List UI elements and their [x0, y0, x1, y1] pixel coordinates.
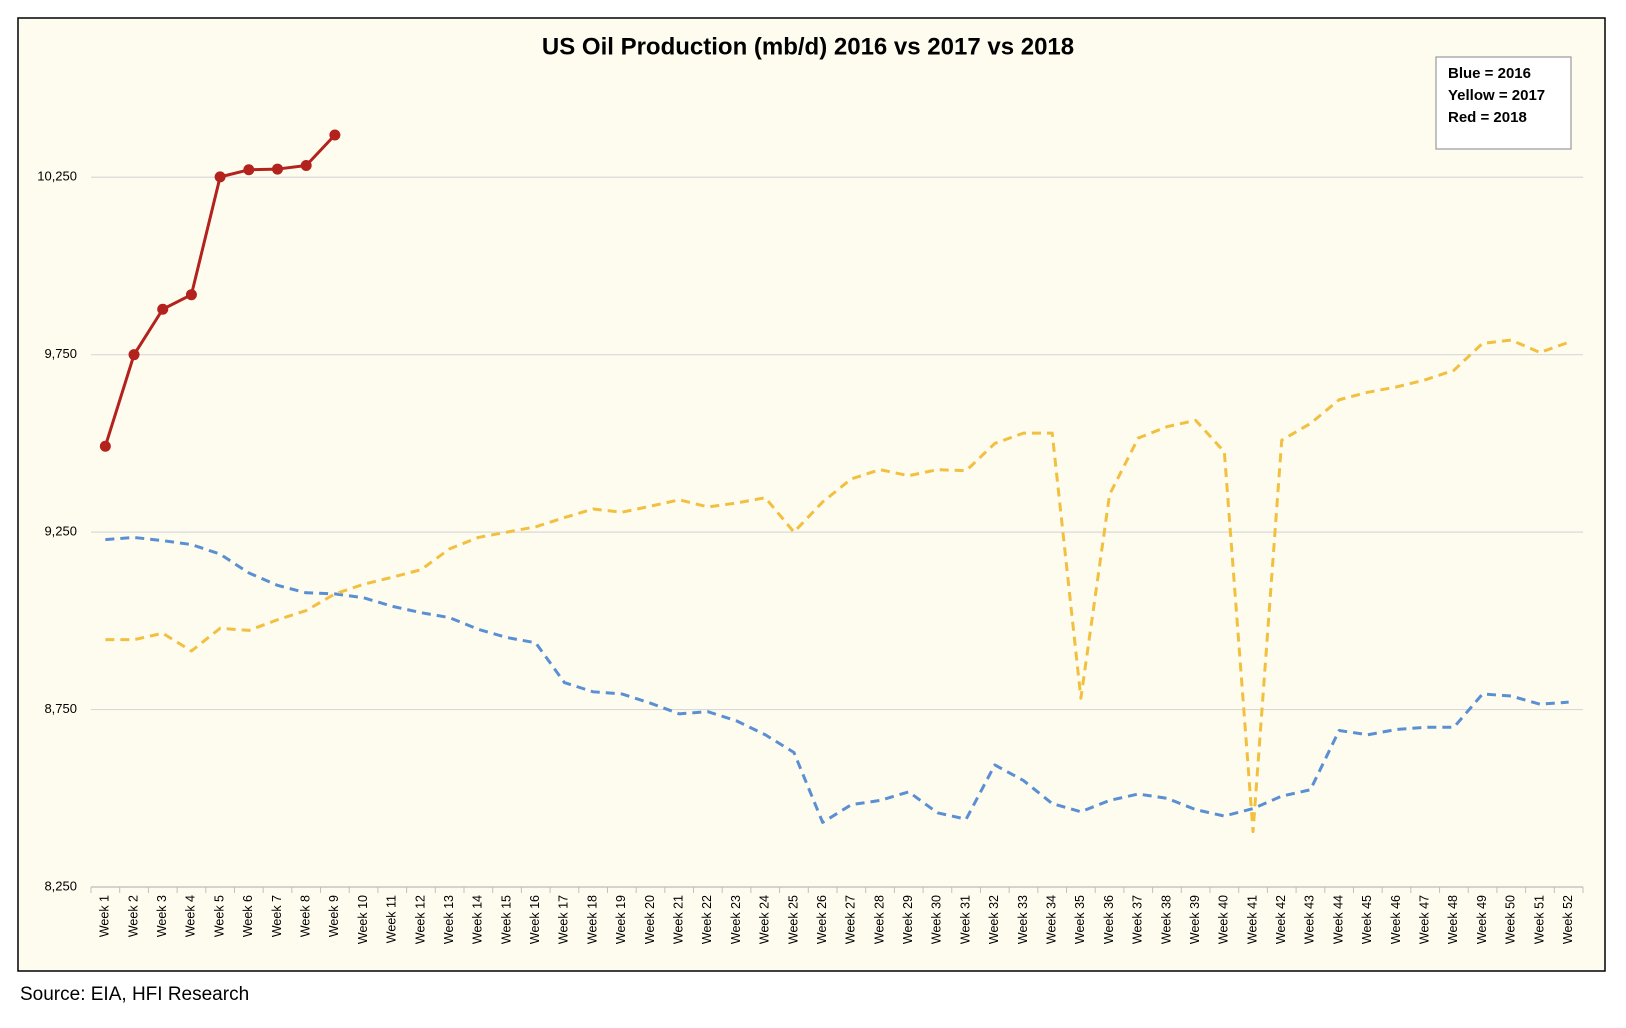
x-tick-label: Week 45 [1360, 895, 1374, 944]
series-line [105, 535, 1569, 824]
x-tick-label: Week 27 [844, 895, 858, 944]
legend-note: Blue = 2016 [1448, 65, 1531, 82]
x-tick-label: Week 37 [1131, 895, 1145, 944]
x-tick-label: Week 20 [643, 895, 657, 944]
x-tick-label: Week 36 [1102, 895, 1116, 944]
x-tick-label: Week 25 [786, 895, 800, 944]
x-tick-label: Week 40 [1217, 895, 1231, 944]
x-tick-label: Week 47 [1417, 895, 1431, 944]
data-point [128, 349, 140, 361]
x-tick-label: Week 3 [155, 895, 169, 937]
x-tick-label: Week 9 [327, 895, 341, 937]
data-point [157, 303, 169, 315]
x-tick-label: Week 24 [758, 895, 772, 944]
x-tick-label: Week 30 [930, 895, 944, 944]
x-tick-label: Week 13 [442, 895, 456, 944]
x-tick-label: Week 1 [98, 895, 112, 937]
x-tick-label: Week 39 [1188, 895, 1202, 944]
x-tick-label: Week 44 [1331, 895, 1345, 944]
x-tick-label: Week 22 [700, 895, 714, 944]
x-tick-label: Week 16 [528, 895, 542, 944]
x-tick-label: Week 43 [1303, 895, 1317, 944]
x-tick-label: Week 31 [958, 895, 972, 944]
data-point [99, 440, 111, 452]
x-tick-label: Week 52 [1561, 895, 1575, 944]
x-tick-label: Week 8 [298, 895, 312, 937]
y-tick-label: 8,750 [44, 701, 77, 716]
data-point [214, 171, 226, 183]
data-point [300, 160, 312, 172]
x-tick-label: Week 6 [241, 895, 255, 937]
data-point [329, 129, 341, 141]
chart-frame [17, 17, 1606, 972]
x-tick-label: Week 18 [585, 895, 599, 944]
x-tick-label: Week 34 [1044, 895, 1058, 944]
x-tick-label: Week 5 [212, 895, 226, 937]
x-tick-label: Week 42 [1274, 895, 1288, 944]
x-tick-label: Week 21 [671, 895, 685, 944]
x-tick-label: Week 41 [1245, 895, 1259, 944]
x-tick-label: Week 11 [385, 895, 399, 943]
x-tick-label: Week 32 [987, 895, 1001, 944]
chart-title: US Oil Production (mb/d) 2016 vs 2017 vs… [542, 33, 1074, 60]
x-tick-label: Week 28 [872, 895, 886, 944]
x-tick-label: Week 23 [729, 895, 743, 944]
x-tick-label: Week 12 [413, 895, 427, 944]
x-tick-label: Week 2 [126, 895, 140, 937]
x-tick-label: Week 14 [471, 895, 485, 944]
x-tick-label: Week 10 [356, 895, 370, 944]
x-tick-label: Week 33 [1016, 895, 1030, 944]
x-tick-label: Week 7 [270, 895, 284, 937]
source-note: Source: EIA, HFI Research [20, 984, 249, 1005]
legend-box [1435, 56, 1572, 150]
y-tick-label: 9,250 [44, 524, 77, 539]
x-tick-label: Week 4 [184, 895, 198, 937]
x-tick-label: Week 26 [815, 895, 829, 944]
x-tick-label: Week 50 [1504, 895, 1518, 944]
data-point [185, 289, 197, 301]
x-tick-label: Week 19 [614, 895, 628, 944]
data-point [272, 163, 283, 175]
x-tick-label: Week 49 [1475, 895, 1489, 944]
x-tick-label: Week 51 [1532, 895, 1546, 944]
data-point [243, 164, 255, 176]
legend-note: Red = 2018 [1448, 109, 1527, 126]
x-tick-label: Week 15 [499, 895, 513, 944]
x-tick-label: Week 48 [1446, 895, 1460, 944]
x-tick-label: Week 38 [1159, 895, 1173, 944]
y-tick-label: 8,250 [44, 878, 77, 893]
x-tick-label: Week 29 [901, 895, 915, 944]
legend-note: Yellow = 2017 [1448, 87, 1545, 104]
y-tick-label: 10,250 [37, 169, 77, 184]
x-tick-label: Week 46 [1389, 895, 1403, 944]
x-tick-label: Week 17 [557, 895, 571, 944]
x-tick-label: Week 35 [1073, 895, 1087, 944]
y-tick-label: 9,750 [44, 346, 77, 361]
